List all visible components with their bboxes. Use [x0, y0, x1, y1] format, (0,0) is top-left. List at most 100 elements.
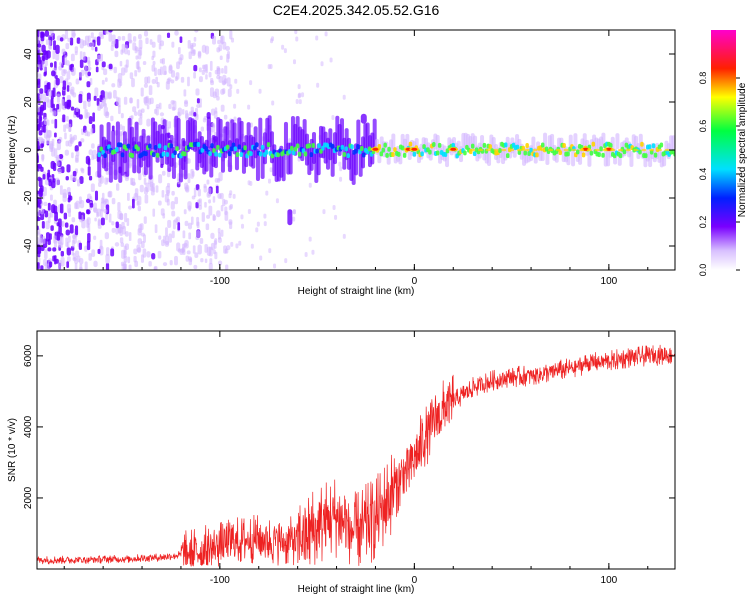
heatmap-cell — [204, 243, 208, 253]
heatmap-cell — [509, 148, 515, 152]
heatmap-cell — [219, 55, 223, 61]
heatmap-cell — [79, 59, 84, 69]
heatmap-cell — [137, 66, 141, 73]
heatmap-cell — [656, 148, 662, 152]
heatmap-cell — [158, 174, 163, 184]
spectrogram-xlabel: Height of straight line (km) — [298, 286, 415, 297]
heatmap-cell — [292, 216, 296, 222]
heatmap-cell — [281, 44, 285, 50]
heatmap-cell — [39, 88, 44, 94]
heatmap-cell — [124, 212, 128, 223]
heatmap-cell — [137, 238, 143, 245]
heatmap-cell — [183, 209, 187, 215]
heatmap-cell — [435, 150, 440, 156]
heatmap-cell — [128, 158, 133, 167]
heatmap-cell — [204, 45, 210, 55]
heatmap-cell — [360, 113, 367, 124]
heatmap-cell — [133, 36, 137, 42]
heatmap-cell — [230, 241, 234, 247]
heatmap-cell — [161, 170, 166, 176]
heatmap-cell — [555, 148, 561, 152]
heatmap-cell — [85, 155, 90, 165]
heatmap-cell — [113, 148, 118, 181]
heatmap-cell — [158, 235, 162, 240]
heatmap-cell — [114, 50, 119, 58]
heatmap-cell — [56, 154, 60, 162]
heatmap-cell — [160, 66, 163, 76]
heatmap-cell — [298, 99, 302, 105]
heatmap-cell — [37, 231, 40, 236]
heatmap-cell — [78, 211, 82, 220]
heatmap-cell — [87, 166, 91, 176]
colorbar: 0.0 0.2 0.4 0.6 0.8 Normalized spectral ampl… — [698, 30, 748, 276]
heatmap-cell — [86, 209, 90, 215]
heatmap-cell — [50, 160, 56, 170]
heatmap-cell — [220, 104, 225, 112]
heatmap-cell — [40, 32, 45, 38]
heatmap-cell — [120, 113, 124, 119]
heatmap-cell — [137, 228, 142, 236]
heatmap-cell — [340, 144, 345, 150]
heatmap-cell — [101, 79, 105, 85]
heatmap-cell — [206, 116, 211, 149]
heatmap-cell — [226, 53, 230, 63]
heatmap-cell — [432, 142, 436, 148]
heatmap-cell — [72, 170, 77, 177]
heatmap-cell — [292, 59, 296, 65]
heatmap-cell — [187, 173, 191, 184]
heatmap-cell — [198, 67, 202, 73]
heatmap-cell — [638, 149, 642, 155]
heatmap-cell — [229, 84, 233, 90]
heatmap-cell — [53, 235, 57, 244]
heatmap-cell — [49, 233, 52, 240]
heatmap-cell — [42, 258, 48, 267]
heatmap-cell — [498, 148, 502, 154]
heatmap-cell — [228, 205, 232, 211]
heatmap-cell — [89, 78, 93, 86]
heatmap-cell — [49, 194, 53, 201]
heatmap-cell — [89, 202, 94, 208]
heatmap-cell — [94, 46, 98, 52]
heatmap-cell — [51, 119, 54, 124]
heatmap-cell — [84, 65, 87, 75]
heatmap-cell — [47, 216, 51, 223]
spectrogram-xtick-label: 100 — [601, 276, 618, 287]
heatmap-cell — [472, 151, 477, 157]
heatmap-cell — [103, 68, 108, 76]
heatmap-cell — [124, 44, 128, 55]
heatmap-cell — [250, 243, 254, 249]
heatmap-cell — [402, 152, 407, 158]
heatmap-cell — [144, 151, 148, 157]
heatmap-cell — [276, 152, 280, 158]
heatmap-cell — [94, 190, 98, 201]
heatmap-cell — [437, 142, 442, 148]
heatmap-cell — [121, 249, 126, 259]
heatmap-cell — [105, 253, 110, 264]
heatmap-cell — [356, 119, 361, 152]
heatmap-cell — [193, 112, 197, 117]
heatmap-cell — [217, 227, 221, 234]
heatmap-cell — [155, 185, 159, 193]
heatmap-cell — [317, 143, 321, 149]
heatmap-cell — [47, 247, 52, 252]
spectrogram-ytick-label: 40 — [23, 48, 34, 60]
heatmap-cell — [214, 177, 219, 183]
heatmap-cell — [137, 49, 142, 60]
heatmap-cell — [86, 112, 90, 118]
heatmap-cell — [49, 62, 54, 68]
heatmap-cell — [470, 143, 475, 149]
heatmap-cell — [43, 71, 47, 77]
heatmap-cell — [130, 115, 134, 120]
heatmap-cell — [397, 151, 401, 157]
heatmap-cell — [208, 262, 213, 270]
heatmap-cell — [48, 261, 53, 268]
heatmap-cell — [505, 153, 510, 159]
heatmap-cell — [59, 61, 63, 66]
heatmap-cell — [594, 148, 600, 152]
heatmap-cell — [60, 256, 65, 267]
heatmap-cell — [48, 178, 52, 187]
heatmap-cell — [153, 144, 158, 150]
heatmap-cell — [255, 148, 260, 181]
heatmap-cell — [170, 201, 175, 210]
heatmap-cell — [61, 48, 66, 55]
